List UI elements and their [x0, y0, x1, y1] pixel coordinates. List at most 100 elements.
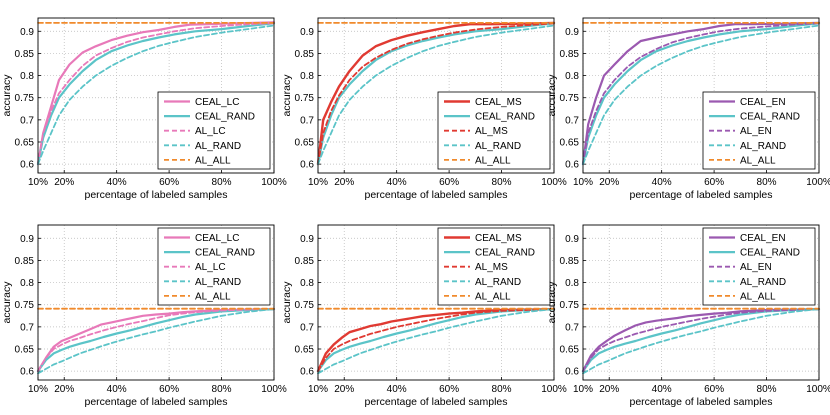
x-tick-label: 100%	[541, 384, 567, 395]
y-tick-label: 0.65	[560, 138, 580, 149]
y-tick-label: 0.85	[295, 49, 315, 60]
y-tick-label: 0.8	[20, 278, 34, 289]
series-line-ceal-en	[581, 308, 821, 373]
series-line-ceal-ms	[316, 307, 556, 373]
y-axis-label: accuracy	[1, 74, 13, 117]
series-line-al-rand	[582, 24, 820, 166]
y-tick-label: 0.7	[565, 115, 579, 126]
series-line-ceal-rand	[316, 22, 556, 166]
y-tick-label: 0.65	[15, 345, 35, 356]
legend-label: CEAL_RAND	[740, 248, 800, 259]
y-tick-label: 0.85	[15, 256, 35, 267]
legend-label: AL_RAND	[740, 277, 786, 288]
y-tick-label: 0.65	[295, 138, 315, 149]
y-tick-label: 0.85	[15, 49, 35, 60]
series-line-al-rand	[317, 24, 555, 166]
series-line-ceal-en	[581, 21, 821, 166]
x-tick-label: 80%	[212, 384, 232, 395]
axes-frame	[37, 17, 275, 174]
y-tick-label: 0.8	[565, 71, 579, 82]
x-tick-label: 80%	[492, 177, 512, 188]
series-line-ceal-rand	[36, 308, 276, 373]
chart-panel-2: 10% 20% 40% 60% 80% 100% 0.6 0.65 0.7 0.75 0.8 0.85…	[281, 17, 567, 201]
x-tick-label: 10%	[28, 177, 48, 188]
legend-label: AL_MS	[475, 126, 508, 137]
legend-label: AL_RAND	[740, 141, 786, 152]
y-tick-label: 0.75	[295, 93, 315, 104]
legend-label: CEAL_RAND	[195, 112, 255, 123]
series-line-al-ms	[317, 22, 555, 166]
y-tick-label: 0.7	[565, 322, 579, 333]
x-tick-label: 60%	[439, 384, 459, 395]
legend-label: CEAL_RAND	[475, 248, 535, 259]
series-line-al-lc	[37, 22, 275, 166]
x-tick-label: 10%	[308, 384, 328, 395]
x-axis-label: percentage of labeled samples	[364, 189, 507, 201]
y-tick-label: 0.65	[295, 345, 315, 356]
series-line-al-rand	[317, 308, 555, 375]
y-tick-label: 0.6	[565, 367, 579, 378]
legend-label: AL_ALL	[195, 291, 231, 302]
series-line-al-en	[582, 22, 820, 166]
y-axis-label: accuracy	[546, 74, 558, 117]
y-tick-label: 0.7	[300, 115, 314, 126]
x-tick-label: 100%	[261, 384, 287, 395]
x-tick-label: 10%	[573, 177, 593, 188]
axes-frame	[317, 17, 555, 174]
legend-label: AL_ALL	[475, 291, 511, 302]
series-line-ceal-rand	[36, 22, 276, 166]
x-tick-label: 80%	[757, 384, 777, 395]
y-tick-label: 0.85	[560, 49, 580, 60]
x-tick-label: 40%	[652, 177, 672, 188]
x-tick-label: 40%	[387, 177, 407, 188]
x-tick-label: 10%	[573, 384, 593, 395]
x-tick-label: 60%	[439, 177, 459, 188]
y-tick-label: 0.65	[560, 345, 580, 356]
x-axis-label: percentage of labeled samples	[84, 396, 227, 408]
y-tick-label: 0.9	[565, 234, 579, 245]
x-tick-label: 20%	[334, 384, 354, 395]
legend-label: CEAL_RAND	[195, 248, 255, 259]
x-tick-label: 20%	[54, 177, 74, 188]
y-axis-label: accuracy	[281, 281, 293, 324]
series-line-al-lc	[37, 308, 275, 373]
legend: CEAL_LC CEAL_RAND AL_LC AL_RAND AL_ALL	[157, 91, 271, 170]
legend-label: CEAL_EN	[740, 233, 786, 244]
x-axis-label: percentage of labeled samples	[629, 396, 772, 408]
legend-label: CEAL_LC	[195, 233, 239, 244]
y-tick-label: 0.9	[20, 234, 34, 245]
chart-panel-6: 10% 20% 40% 60% 80% 100% 0.6 0.65 0.7 0.75 0.8 0.85…	[546, 224, 830, 408]
x-tick-label: 10%	[28, 384, 48, 395]
legend-label: AL_ALL	[740, 155, 776, 166]
series-line-al-ms	[317, 308, 555, 373]
legend: CEAL_EN CEAL_RAND AL_EN AL_RAND AL_ALL	[702, 227, 816, 306]
legend: CEAL_MS CEAL_RAND AL_MS AL_RAND AL_ALL	[437, 91, 551, 170]
y-tick-label: 0.7	[300, 322, 314, 333]
legend-label: CEAL_EN	[740, 97, 786, 108]
legend-label: AL_RAND	[195, 277, 241, 288]
x-tick-label: 60%	[159, 177, 179, 188]
x-axis-label: percentage of labeled samples	[629, 189, 772, 201]
x-axis-label: percentage of labeled samples	[364, 396, 507, 408]
series-line-ceal-rand	[581, 22, 821, 166]
y-tick-label: 0.75	[15, 300, 35, 311]
y-tick-label: 0.75	[15, 93, 35, 104]
x-tick-label: 60%	[704, 384, 724, 395]
y-tick-label: 0.9	[300, 234, 314, 245]
legend-label: AL_MS	[475, 262, 508, 273]
y-tick-label: 0.8	[300, 278, 314, 289]
x-tick-label: 20%	[599, 177, 619, 188]
chart-panel-1: 10% 20% 40% 60% 80% 100% 0.6 0.65 0.7 0.75 0.8 0.85…	[1, 17, 287, 201]
x-axis-label: percentage of labeled samples	[84, 189, 227, 201]
series-line-ceal-lc	[36, 21, 276, 166]
y-axis-label: accuracy	[1, 281, 13, 324]
chart-panel-4: 10% 20% 40% 60% 80% 100% 0.6 0.65 0.7 0.75 0.8 0.85…	[1, 224, 287, 408]
legend-label: AL_RAND	[475, 277, 521, 288]
y-tick-label: 0.75	[295, 300, 315, 311]
legend-label: CEAL_MS	[475, 97, 522, 108]
legend-label: AL_ALL	[195, 155, 231, 166]
axes-frame	[582, 17, 820, 174]
legend: CEAL_EN CEAL_RAND AL_EN AL_RAND AL_ALL	[702, 91, 816, 170]
y-tick-label: 0.6	[20, 367, 34, 378]
